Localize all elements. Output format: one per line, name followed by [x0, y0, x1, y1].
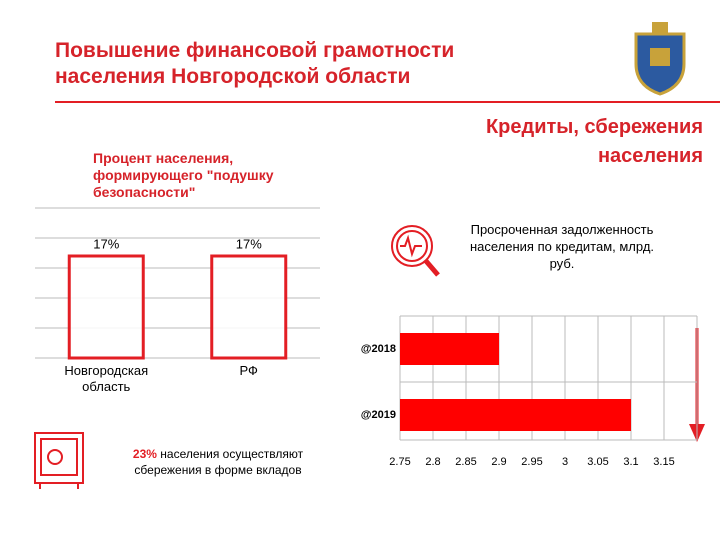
bar [67, 254, 145, 360]
value-label: 17% [93, 236, 119, 251]
x-tick-label: 2.75 [389, 456, 410, 468]
x-tick-label: 3.05 [587, 456, 608, 468]
x-tick-label: 3.15 [653, 456, 674, 468]
slide-subtitle: Кредиты, сбережения населения [485, 116, 703, 167]
magnifier-icon [391, 225, 440, 277]
slide-title: Повышение финансовой грамотности населен… [55, 39, 455, 88]
x-tick-label: 3 [562, 456, 568, 468]
note: 23% населения осуществляют сбережения в … [108, 446, 328, 478]
value-label: 17% [236, 236, 262, 251]
x-tick-label: Новгородская область [64, 363, 149, 394]
bar [400, 333, 499, 365]
chart-title: Просроченная задолженность населения по … [469, 222, 655, 271]
y-tick-label: @2018 [361, 343, 396, 355]
x-tick-label: РФ [239, 363, 258, 378]
x-tick-label: 2.85 [455, 456, 476, 468]
x-tick-label: 2.8 [425, 456, 440, 468]
note-text: населения осуществляют сбережения в форм… [134, 447, 304, 477]
x-tick-label: 2.95 [521, 456, 542, 468]
coat-of-arms [634, 22, 686, 96]
x-tick-label: 2.9 [491, 456, 506, 468]
chart-title: Процент населения, формирующего "подушку… [93, 150, 274, 200]
safe-icon [34, 432, 84, 489]
bar [400, 399, 631, 431]
note-highlight: 23% [132, 447, 157, 461]
x-tick-label: 3.1 [623, 456, 638, 468]
y-tick-label: @2019 [361, 409, 396, 421]
bar [210, 254, 288, 360]
